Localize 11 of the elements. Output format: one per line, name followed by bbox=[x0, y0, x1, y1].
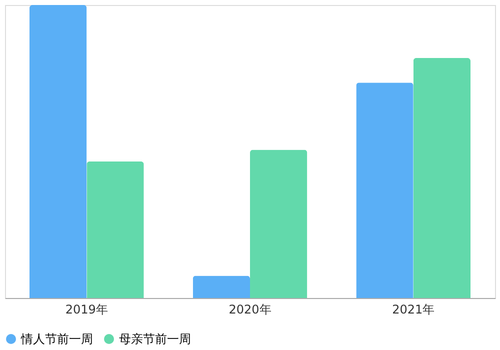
bar bbox=[356, 82, 414, 298]
x-tick-label: 2021年 bbox=[392, 302, 435, 316]
x-tick-label: 2020年 bbox=[228, 302, 272, 316]
bar bbox=[192, 276, 250, 298]
bar bbox=[250, 150, 308, 298]
legend-label: 母亲节前一周 bbox=[119, 332, 191, 346]
bar bbox=[30, 5, 87, 298]
legend-label: 情人节前一周 bbox=[20, 332, 93, 346]
x-tick-label: 2019年 bbox=[65, 302, 108, 316]
bar bbox=[413, 58, 470, 298]
bar bbox=[86, 161, 144, 298]
